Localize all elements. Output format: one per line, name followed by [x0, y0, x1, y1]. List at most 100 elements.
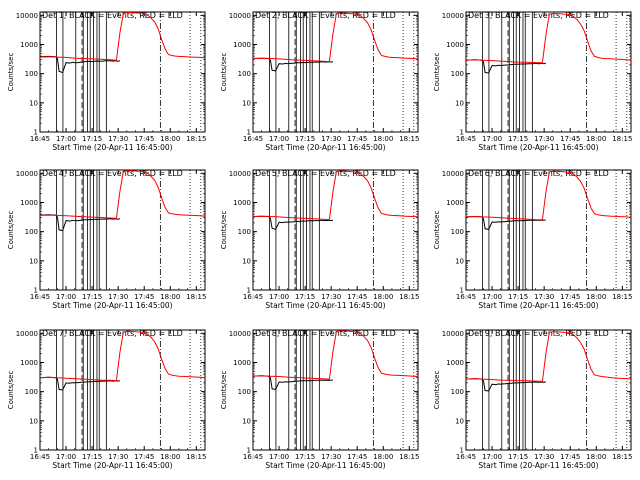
x-tick-label: 17:30 — [108, 453, 128, 461]
series-line-events — [39, 55, 121, 74]
plot-frame — [252, 169, 419, 291]
x-axis-label: Start Time (20-Apr-11 16:45:00) — [265, 143, 385, 152]
x-tick-label: 17:00 — [269, 453, 289, 461]
series-line-lld — [39, 12, 206, 61]
x-tick-label: 18:15 — [186, 135, 206, 143]
x-tick-label: 17:30 — [321, 135, 341, 143]
x-tick-label: 17:00 — [482, 135, 502, 143]
y-axis-label: Counts/sec — [7, 211, 15, 250]
y-tick-label: 1000 — [20, 359, 38, 367]
x-tick-label: 17:30 — [108, 135, 128, 143]
x-tick-label: 17:15 — [295, 293, 315, 301]
x-tick-label: 18:15 — [186, 293, 206, 301]
y-tick-label: 100 — [25, 388, 38, 396]
y-tick-label: 1000 — [20, 41, 38, 49]
y-tick-label: 100 — [238, 228, 251, 236]
series-line-lld — [39, 330, 206, 382]
y-tick-label: 100 — [451, 388, 464, 396]
x-tick-label: 17:00 — [56, 135, 76, 143]
x-tick-label: 17:45 — [560, 293, 580, 301]
panel-title: Det 1, BLACK = Events, RED = LLD — [42, 11, 183, 20]
x-tick-label: 16:45 — [30, 453, 50, 461]
x-tick-label: 17:30 — [534, 293, 554, 301]
x-tick-label: 17:15 — [508, 293, 528, 301]
y-tick-label: 1 — [247, 129, 251, 137]
x-tick-label: 16:45 — [456, 135, 476, 143]
y-tick-label: 10 — [455, 417, 464, 425]
y-tick-label: 10 — [29, 99, 38, 107]
x-tick-label: 17:30 — [321, 453, 341, 461]
y-tick-label: 10 — [242, 417, 251, 425]
y-tick-label: 10 — [455, 257, 464, 265]
x-tick-label: 17:45 — [347, 293, 367, 301]
x-tick-label: 16:45 — [243, 293, 263, 301]
y-tick-label: 1 — [247, 447, 251, 455]
series-line-lld — [465, 331, 632, 382]
series-line-events — [252, 215, 334, 231]
y-tick-label: 1 — [460, 287, 464, 295]
x-axis-label: Start Time (20-Apr-11 16:45:00) — [478, 461, 598, 470]
y-tick-label: 1000 — [446, 41, 464, 49]
y-tick-label: 10000 — [442, 330, 464, 338]
y-axis-label: Counts/sec — [7, 53, 15, 92]
x-tick-label: 17:15 — [82, 135, 102, 143]
x-axis-label: Start Time (20-Apr-11 16:45:00) — [478, 143, 598, 152]
plot-frame — [465, 11, 632, 133]
x-tick-label: 18:15 — [399, 453, 419, 461]
y-tick-label: 10000 — [229, 170, 251, 178]
x-tick-label: 17:15 — [295, 135, 315, 143]
panel-title: Det 3, BLACK = Events, RED = LLD — [468, 11, 609, 20]
detector-panel-5: Det 5, BLACK = Events, RED = LLD 1 10 100 10… — [220, 169, 419, 310]
y-tick-label: 1000 — [20, 199, 38, 207]
y-tick-label: 1000 — [446, 359, 464, 367]
y-tick-label: 10 — [29, 417, 38, 425]
x-tick-label: 18:00 — [160, 135, 180, 143]
x-axis-label: Start Time (20-Apr-11 16:45:00) — [52, 461, 172, 470]
y-tick-label: 1 — [247, 287, 251, 295]
y-tick-label: 1000 — [446, 199, 464, 207]
x-tick-label: 17:00 — [56, 453, 76, 461]
x-tick-label: 17:00 — [56, 293, 76, 301]
series-line-events — [39, 214, 121, 232]
x-tick-label: 18:15 — [399, 293, 419, 301]
panel-title: Det 6, BLACK = Events, RED = LLD — [468, 169, 609, 178]
y-tick-label: 1 — [460, 447, 464, 455]
y-tick-label: 100 — [25, 70, 38, 78]
plot-frame — [39, 11, 206, 133]
detector-panel-7: Det 7, BLACK = Events, RED = LLD 1 10 100 10… — [7, 329, 206, 470]
detector-panel-8: Det 8, BLACK = Events, RED = LLD 1 10 100 10… — [220, 329, 419, 470]
x-tick-label: 17:15 — [82, 293, 102, 301]
panel-title: Det 9, BLACK = Events, RED = LLD — [468, 329, 609, 338]
x-tick-label: 17:15 — [295, 453, 315, 461]
plot-frame — [252, 11, 419, 133]
x-tick-label: 16:45 — [456, 453, 476, 461]
x-tick-label: 17:45 — [134, 293, 154, 301]
x-tick-label: 17:15 — [82, 453, 102, 461]
detector-panel-2: Det 2, BLACK = Events, RED = LLD 1 10 100 10… — [220, 11, 419, 152]
y-tick-label: 100 — [25, 228, 38, 236]
x-tick-label: 17:45 — [134, 453, 154, 461]
panel-title: Det 5, BLACK = Events, RED = LLD — [255, 169, 396, 178]
series-line-events — [465, 59, 547, 74]
x-tick-label: 18:00 — [586, 135, 606, 143]
x-tick-label: 17:45 — [347, 453, 367, 461]
x-axis-label: Start Time (20-Apr-11 16:45:00) — [52, 301, 172, 310]
y-tick-label: 10 — [242, 257, 251, 265]
y-axis-label: Counts/sec — [433, 211, 441, 250]
y-tick-label: 10000 — [229, 12, 251, 20]
x-tick-label: 18:15 — [612, 135, 632, 143]
series-line-lld — [465, 13, 632, 64]
series-line-events — [465, 378, 547, 392]
y-axis-label: Counts/sec — [220, 371, 228, 410]
x-tick-label: 17:45 — [347, 135, 367, 143]
y-tick-label: 1 — [34, 129, 38, 137]
y-tick-label: 10 — [242, 99, 251, 107]
x-tick-label: 17:30 — [534, 135, 554, 143]
x-tick-label: 18:15 — [612, 293, 632, 301]
y-tick-label: 1 — [34, 447, 38, 455]
plot-frame — [39, 169, 206, 291]
x-axis-label: Start Time (20-Apr-11 16:45:00) — [265, 461, 385, 470]
plot-frame — [39, 329, 206, 451]
y-tick-label: 10000 — [442, 12, 464, 20]
